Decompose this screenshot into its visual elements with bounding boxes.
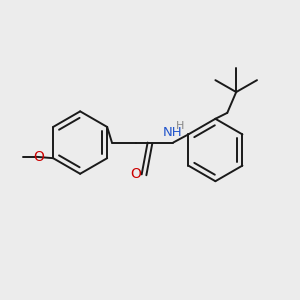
Text: NH: NH: [163, 126, 182, 139]
Text: H: H: [176, 121, 184, 131]
Text: O: O: [33, 150, 44, 164]
Text: O: O: [130, 167, 141, 182]
